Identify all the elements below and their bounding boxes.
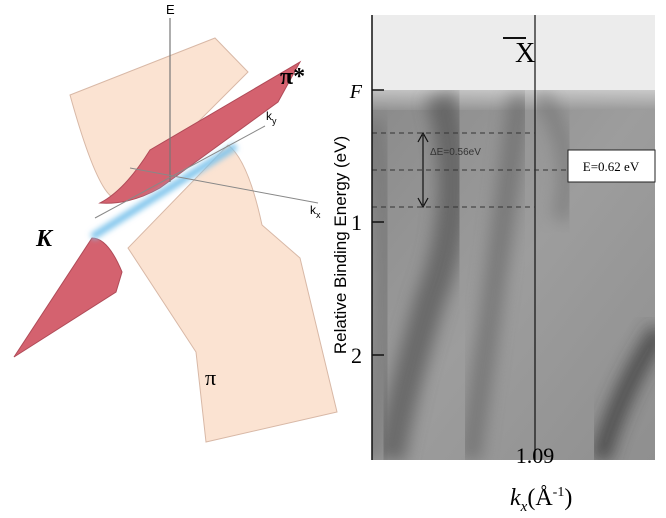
- lower-sheet: [128, 145, 337, 442]
- band-feature: [372, 120, 386, 460]
- band-upper-label: π*: [280, 64, 305, 90]
- ky-label: ky: [266, 109, 277, 126]
- energy-box-label: E=0.62 eV: [583, 159, 640, 174]
- kx-label: kx: [310, 203, 321, 220]
- lower-pink-sheet: [14, 238, 122, 357]
- y-tick-label: 2: [351, 343, 362, 368]
- y-tick-label: F: [349, 81, 363, 103]
- y-axis-title: Relative Binding Energy (eV): [331, 136, 350, 354]
- x-tick-label: 1.09: [516, 443, 555, 468]
- e-label: E: [166, 2, 175, 17]
- arpes-panel: ΔE=0.56eV E=0.62 eV X F 1 2 Relative Bin…: [331, 15, 660, 515]
- band-diagram: E ky kx π* π K: [14, 2, 337, 442]
- x-axis-title: kx(Å-1): [510, 485, 572, 515]
- band-lower-label: π: [205, 365, 216, 390]
- point-label: X: [515, 38, 535, 69]
- k-point-label: K: [35, 226, 54, 252]
- panel-top: [372, 15, 655, 90]
- delta-label: ΔE=0.56eV: [430, 147, 481, 158]
- figure: E ky kx π* π K ΔE=0.56eV E=0.62 eV X: [0, 0, 666, 518]
- y-tick-label: 1: [351, 210, 362, 235]
